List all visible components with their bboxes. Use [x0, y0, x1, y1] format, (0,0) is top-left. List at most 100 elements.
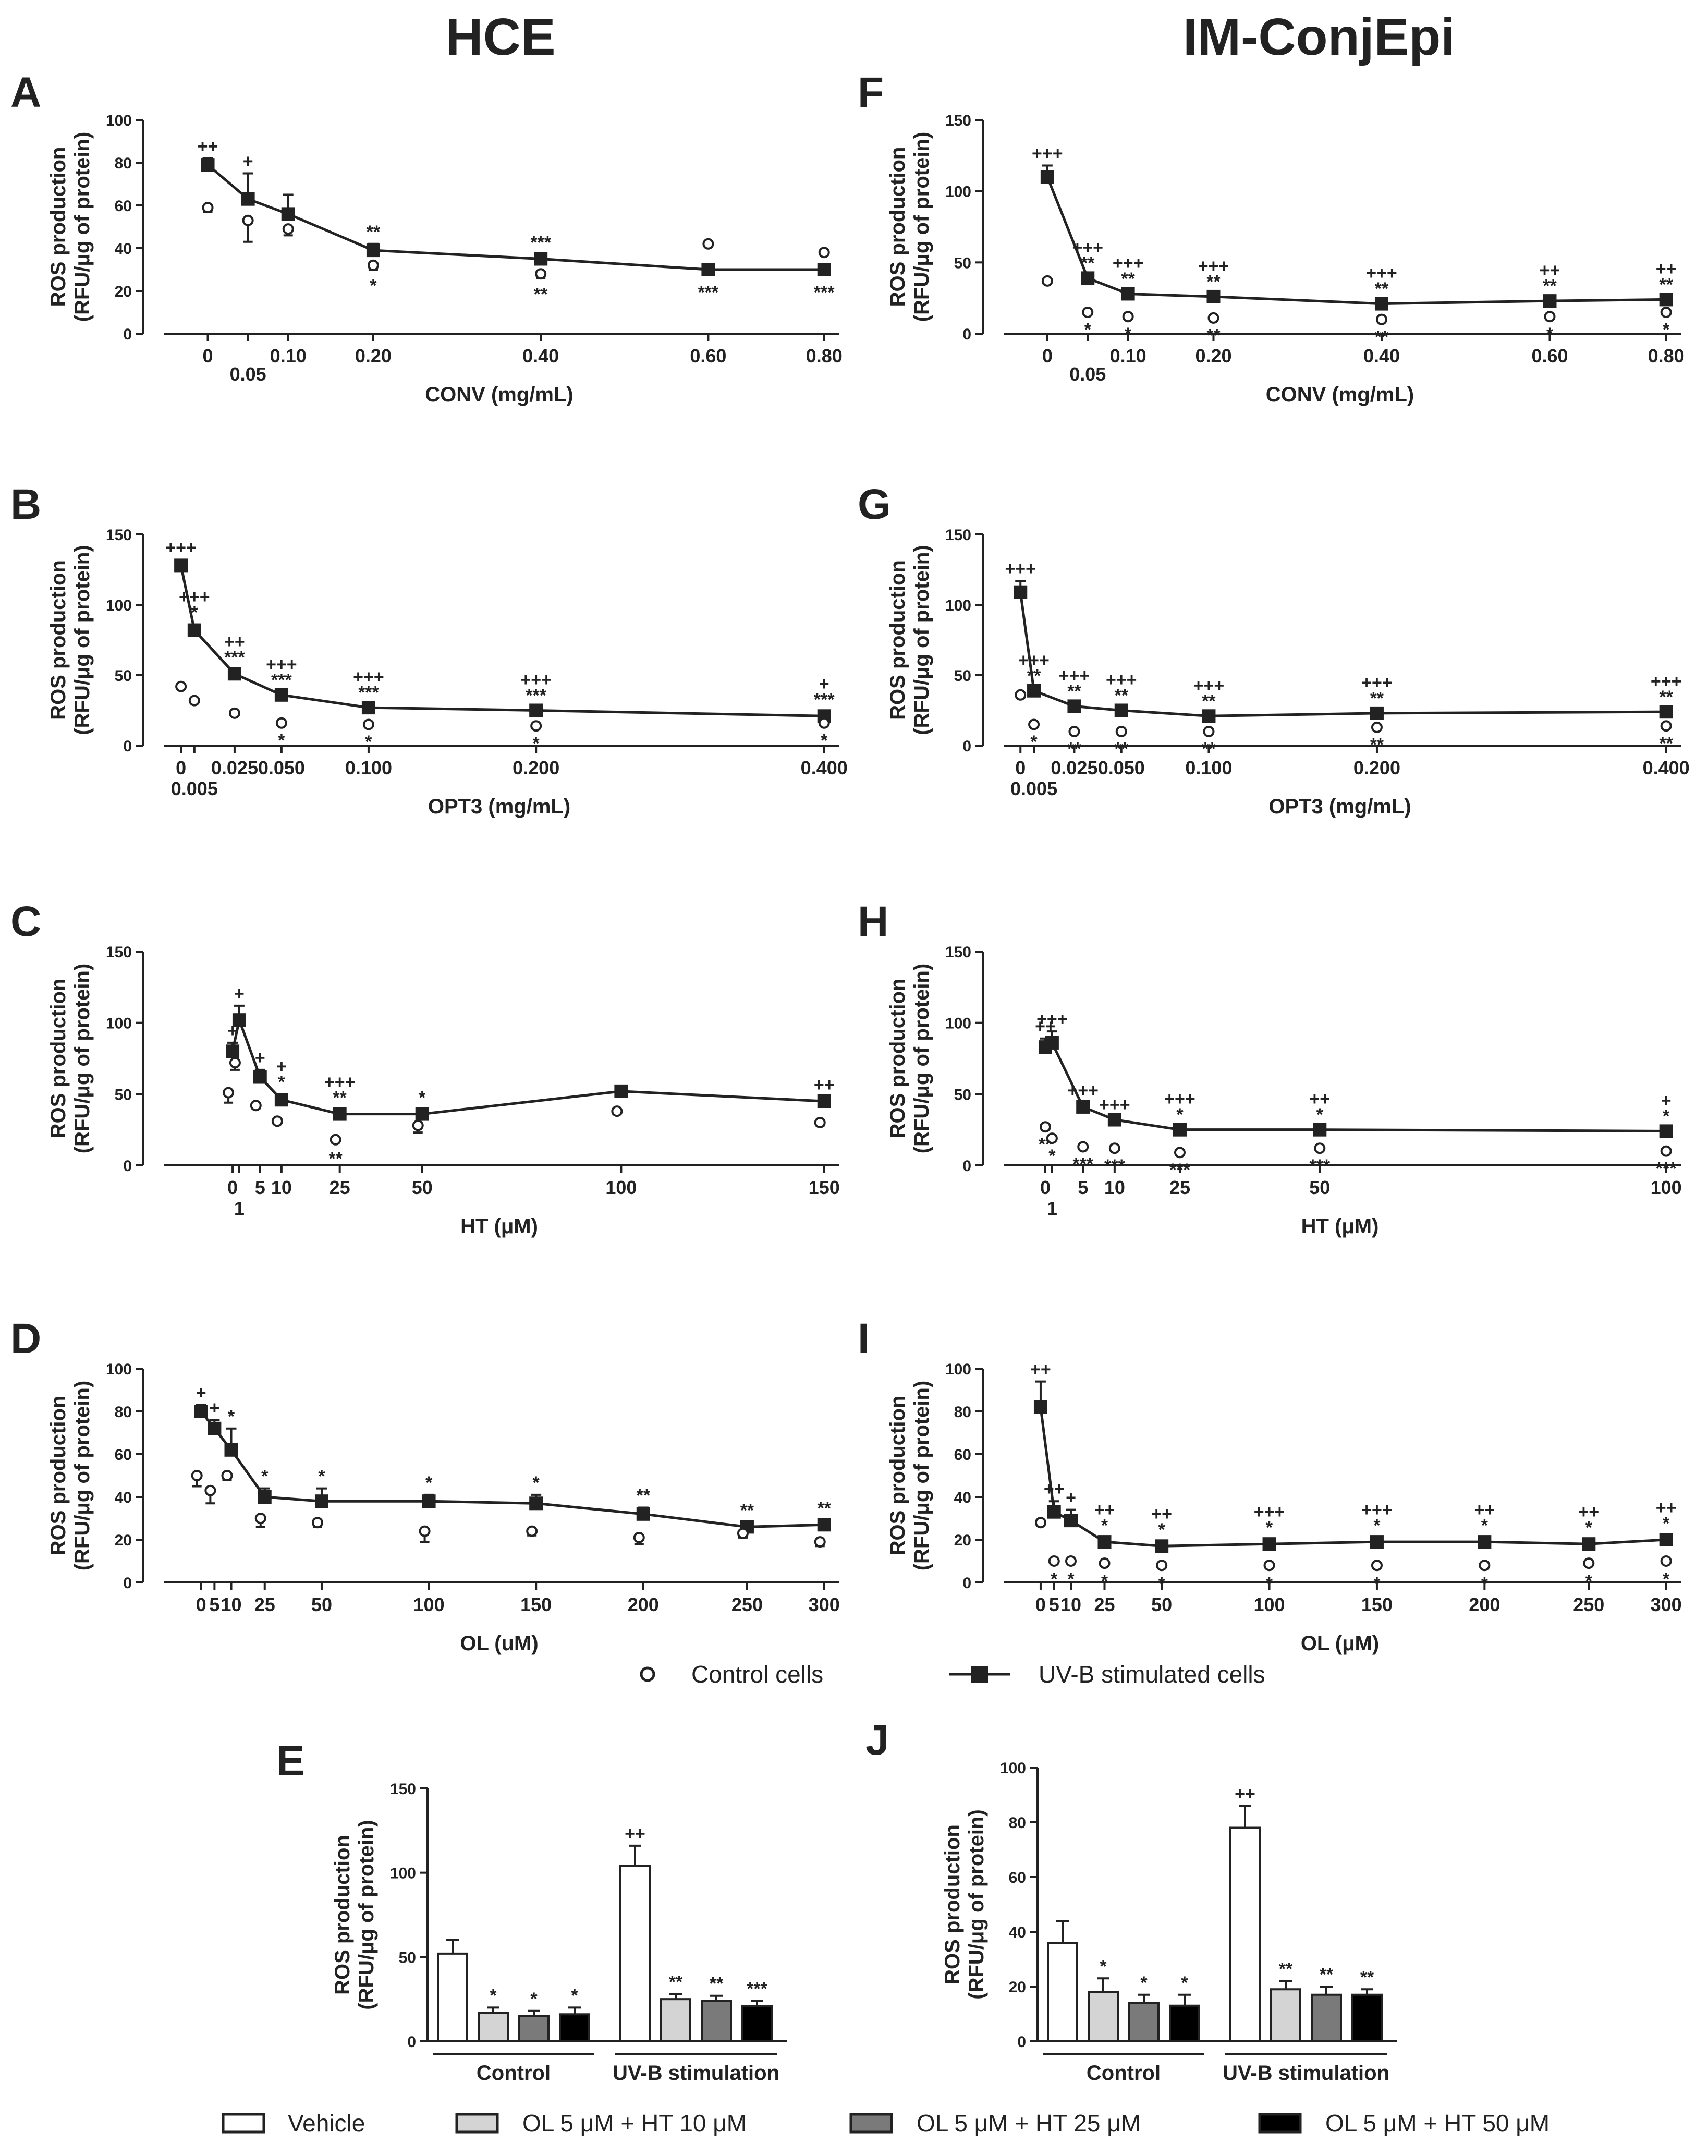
- significance-control: *: [1663, 1569, 1670, 1589]
- y-axis-label: ROS production: [331, 1835, 354, 1995]
- y-tick-label: 50: [399, 1949, 416, 1966]
- legend-uvb-marker: [971, 1666, 988, 1683]
- significance-uvb: +: [234, 984, 245, 1004]
- y-tick-label: 0: [123, 326, 132, 343]
- significance-uvb: *: [1585, 1518, 1593, 1538]
- uvb-point: [241, 192, 255, 206]
- y-tick-label: 80: [1009, 1814, 1026, 1832]
- control-point: [1583, 1557, 1595, 1569]
- bar-significance: ***: [747, 1979, 767, 1999]
- significance-uvb: **: [1121, 269, 1135, 289]
- bar-significance: **: [1360, 1967, 1374, 1987]
- control-point: [282, 223, 294, 235]
- control-point: [204, 1484, 216, 1496]
- significance-uvb: ***: [224, 648, 245, 667]
- control-point: [818, 247, 830, 259]
- significance-control: **: [1659, 734, 1673, 753]
- significance-control: *: [1546, 324, 1554, 344]
- uvb-point: [817, 1094, 831, 1108]
- significance-uvb: ***: [526, 686, 546, 705]
- uvb-point: [253, 1070, 267, 1084]
- significance-uvb: *: [228, 1407, 235, 1427]
- significance-uvb: **: [1206, 272, 1221, 291]
- uvb-point: [1114, 703, 1128, 717]
- y-tick-label: 50: [115, 667, 132, 685]
- significance-control: *: [821, 731, 828, 751]
- control-point: [1099, 1557, 1111, 1569]
- x-tick-label: 0.200: [513, 757, 559, 778]
- control-point: [1015, 689, 1027, 701]
- bar-significance: *: [490, 1986, 497, 2005]
- x-axis-label: HT (μM): [1301, 1215, 1379, 1238]
- significance-uvb: ++: [1094, 1500, 1115, 1520]
- significance-uvb: +++: [1059, 666, 1090, 686]
- y-tick-label: 0: [1017, 2033, 1026, 2051]
- significance-uvb: +++: [1067, 1081, 1099, 1101]
- y-tick-label: 60: [954, 1446, 971, 1464]
- significance-control: ***: [1656, 1159, 1677, 1178]
- significance-control: ***: [1104, 1156, 1125, 1176]
- significance-uvb: *: [1481, 1516, 1489, 1536]
- significance-uvb: +++: [1032, 143, 1063, 163]
- y-tick-label: 150: [106, 527, 132, 544]
- bar-2: [701, 2000, 732, 2042]
- bar-significance: ++: [625, 1824, 645, 1844]
- significance-control: *: [1125, 324, 1132, 344]
- significance-uvb: +++: [324, 1072, 356, 1092]
- control-point: [412, 1119, 424, 1131]
- significance-uvb: ***: [271, 670, 292, 690]
- y-tick-label: 40: [954, 1489, 971, 1506]
- significance-uvb: +++: [1366, 263, 1397, 283]
- x-tick-label: 50: [1151, 1594, 1172, 1615]
- uvb-point: [1107, 1113, 1121, 1127]
- uvb-point: [1370, 1535, 1384, 1549]
- control-point: [814, 1536, 826, 1548]
- uvb-point: [1045, 1036, 1059, 1050]
- bar-3: [1351, 1993, 1383, 2042]
- x-tick-label: 0: [1015, 757, 1026, 778]
- significance-control: **: [1370, 735, 1384, 755]
- control-point: [1207, 312, 1219, 324]
- control-point: [228, 707, 240, 719]
- y-tick-label: 80: [954, 1404, 971, 1421]
- control-point: [1068, 726, 1080, 737]
- significance-uvb: **: [1202, 691, 1216, 711]
- significance-uvb: +++: [1198, 256, 1229, 276]
- bar-significance: **: [669, 1972, 683, 1992]
- significance-control: *: [533, 734, 540, 753]
- uvb-point: [1659, 1124, 1673, 1138]
- y-tick-label: 0: [962, 326, 971, 343]
- control-point: [1314, 1142, 1326, 1154]
- control-point: [535, 268, 547, 280]
- uvb-point: [208, 1421, 222, 1435]
- significance-uvb: *: [261, 1467, 269, 1487]
- control-point: [702, 238, 714, 250]
- x-tick-label: 0: [176, 757, 186, 778]
- significance-uvb: *: [318, 1467, 325, 1487]
- uvb-point: [529, 703, 543, 717]
- series-line-uvb: [1039, 1407, 1666, 1548]
- bar-2: [1311, 1993, 1342, 2042]
- significance-uvb: ++: [1309, 1089, 1330, 1109]
- significance-uvb: ++: [1656, 1498, 1677, 1518]
- x-tick-label: 50: [1309, 1177, 1330, 1198]
- significance-control: *: [1030, 732, 1038, 752]
- significance-uvb: +++: [1361, 673, 1393, 693]
- series-line-uvb: [231, 1015, 824, 1116]
- uvb-point: [1047, 1505, 1061, 1519]
- panel-label-J: J: [865, 1716, 889, 1764]
- significance-uvb: **: [1659, 687, 1673, 707]
- chart-D: D ROS production (RFU/μg of protein) 0 20 40 6…: [10, 1315, 840, 1655]
- x-tick-label: 10: [1104, 1177, 1125, 1198]
- significance-uvb: +++: [520, 670, 552, 690]
- control-point: [1544, 311, 1556, 323]
- significance-uvb: *: [278, 1072, 285, 1092]
- control-point: [633, 1531, 645, 1543]
- uvb-point: [1202, 709, 1216, 723]
- significance-uvb: +++: [179, 587, 210, 607]
- x-tick-label: 0.100: [345, 757, 392, 778]
- x-tick-label: 150: [520, 1594, 552, 1615]
- y-tick-label: 20: [115, 1532, 132, 1549]
- control-point: [526, 1525, 538, 1537]
- y-tick-label: 100: [106, 1015, 132, 1032]
